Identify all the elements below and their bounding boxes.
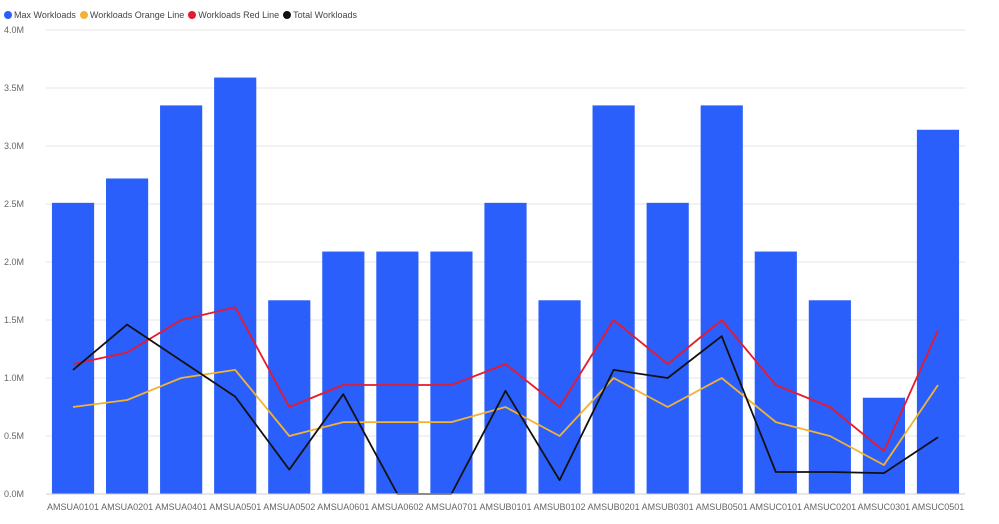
legend-item: Workloads Orange Line: [79, 10, 185, 20]
series-line: [72, 323, 939, 495]
y-tick-label: 4.0M: [4, 25, 24, 35]
bar: [268, 300, 311, 494]
bar: [430, 251, 473, 494]
legend-item: Workloads Red Line: [188, 10, 279, 20]
x-tick-label: AMSUB0501: [696, 502, 748, 512]
y-tick-label: 2.0M: [4, 257, 24, 267]
bar: [160, 105, 203, 495]
legend: Max Workloads Workloads Orange Line Worklo…: [4, 8, 361, 22]
x-tick-label: AMSUA0201: [101, 502, 153, 512]
y-tick-label: 1.0M: [4, 373, 24, 383]
y-axis: 0.0M 0.5M 1.0M 1.5M 2.0M 2.5M 3.0M 3.5M 4.0M: [4, 25, 24, 499]
legend-swatch: [188, 11, 197, 19]
y-tick-label: 0.5M: [4, 431, 24, 441]
bar: [808, 300, 851, 494]
x-tick-label: AMSUB0101: [479, 502, 531, 512]
x-tick-label: AMSUC0101: [750, 502, 803, 512]
x-axis: AMSUA0101 AMSUA0201 AMSUA0401 AMSUA0501 AMSU…: [47, 502, 964, 512]
legend-swatch: [4, 11, 12, 19]
x-tick-label: AMSUA0601: [317, 502, 369, 512]
legend-item: Total Workloads: [283, 10, 357, 20]
legend-item: Max Workloads: [4, 10, 76, 20]
bar-series: [51, 77, 960, 495]
bar: [592, 105, 635, 495]
y-tick-label: 3.5M: [4, 83, 24, 93]
x-tick-label: AMSUB0201: [588, 502, 640, 512]
bar: [862, 397, 905, 494]
x-tick-label: AMSUA0401: [155, 502, 207, 512]
legend-label: Workloads Red Line: [198, 10, 280, 20]
y-tick-label: 3.0M: [4, 141, 24, 151]
x-tick-label: AMSUC0301: [858, 502, 911, 512]
bar: [754, 251, 797, 494]
x-tick-label: AMSUC0201: [804, 502, 857, 512]
bar: [322, 251, 365, 494]
bar: [214, 77, 257, 494]
x-tick-label: AMSUA0501: [209, 502, 261, 512]
bar: [376, 251, 419, 494]
x-tick-label: AMSUA0602: [371, 502, 423, 512]
legend-swatch: [79, 11, 88, 19]
x-tick-label: AMSUC0501: [912, 502, 965, 512]
x-tick-label: AMSUA0701: [425, 502, 477, 512]
x-tick-label: AMSUA0101: [47, 502, 99, 512]
y-tick-label: 0.0M: [4, 489, 24, 499]
x-tick-label: AMSUB0102: [534, 502, 586, 512]
x-tick-label: AMSUB0301: [642, 502, 694, 512]
bar: [538, 300, 581, 494]
legend-label: Total Workloads: [293, 10, 358, 20]
legend-swatch: [283, 11, 292, 19]
bar: [646, 202, 689, 494]
series-line: [72, 368, 939, 466]
series-line: [72, 306, 939, 453]
legend-label: Workloads Orange Line: [89, 10, 185, 20]
legend-label: Max Workloads: [14, 10, 76, 20]
x-tick-label: AMSUA0502: [263, 502, 315, 512]
bar: [700, 105, 743, 495]
bar: [51, 202, 95, 494]
y-tick-label: 2.5M: [4, 199, 24, 209]
bar: [484, 202, 527, 494]
bar: [916, 129, 960, 494]
y-tick-label: 1.5M: [4, 315, 24, 325]
